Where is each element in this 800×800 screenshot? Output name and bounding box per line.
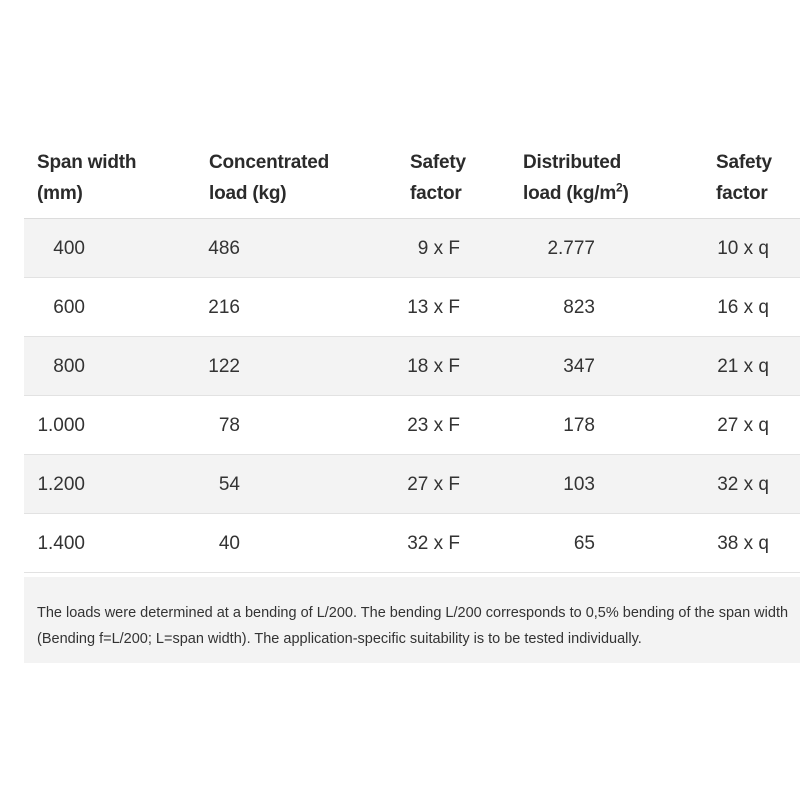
footnote-line-2: (Bending f=L/200; L=span width). The app…	[37, 631, 642, 647]
table-row: 600 216 13 x F 823 16 x q	[24, 278, 800, 337]
cell-concentrated-load: 54	[218, 474, 240, 495]
cell-safety-factor-2: 32 x q	[717, 474, 769, 495]
cell-safety-factor-2: 38 x q	[717, 533, 769, 554]
footnote-line-1: The loads were determined at a bending o…	[37, 605, 789, 621]
header-safety-factor-2: Safety factor	[716, 152, 772, 204]
cell-safety-factor-1: 9 x F	[417, 238, 460, 259]
load-table: Span width (mm) Concentrated load (kg) S…	[24, 128, 800, 573]
cell-span-width: 400	[53, 238, 85, 259]
cell-concentrated-load: 486	[208, 238, 240, 259]
table-row: 1.000 78 23 x F 178 27 x q	[24, 396, 800, 455]
cell-distributed-load: 103	[563, 474, 595, 495]
cell-distributed-load: 65	[573, 533, 595, 554]
cell-span-width: 800	[53, 356, 85, 377]
cell-safety-factor-1: 13 x F	[407, 297, 460, 318]
cell-span-width: 1.200	[37, 474, 85, 495]
cell-concentrated-load: 216	[208, 297, 240, 318]
cell-safety-factor-2: 21 x q	[717, 356, 769, 377]
header-span-width: Span width (mm)	[37, 152, 137, 204]
cell-safety-factor-2: 27 x q	[717, 415, 769, 436]
cell-concentrated-load: 122	[208, 356, 240, 377]
cell-safety-factor-1: 18 x F	[407, 356, 460, 377]
cell-distributed-load: 823	[563, 297, 595, 318]
cell-distributed-load: 178	[563, 415, 595, 436]
cell-concentrated-load: 40	[218, 533, 240, 554]
cell-safety-factor-2: 10 x q	[717, 238, 769, 259]
header-distributed-load: Distributed load (kg/m2)	[523, 152, 629, 204]
cell-span-width: 1.000	[37, 415, 85, 436]
table-row: 1.200 54 27 x F 103 32 x q	[24, 455, 800, 514]
cell-concentrated-load: 78	[218, 415, 240, 436]
cell-safety-factor-1: 23 x F	[407, 415, 460, 436]
table-header: Span width (mm) Concentrated load (kg) S…	[24, 128, 800, 219]
table-row: 1.400 40 32 x F 65 38 x q	[24, 514, 800, 573]
cell-safety-factor-1: 27 x F	[407, 474, 460, 495]
cell-safety-factor-2: 16 x q	[717, 297, 769, 318]
cell-span-width: 600	[53, 297, 85, 318]
table-footnote: The loads were determined at a bending o…	[24, 577, 800, 663]
header-concentrated-load: Concentrated load (kg)	[209, 152, 330, 204]
cell-distributed-load: 347	[563, 356, 595, 377]
header-safety-factor-1: Safety factor	[410, 152, 466, 204]
table-row: 800 122 18 x F 347 21 x q	[24, 337, 800, 396]
cell-safety-factor-1: 32 x F	[407, 533, 460, 554]
cell-span-width: 1.400	[37, 533, 85, 554]
table-row: 400 486 9 x F 2.777 10 x q	[24, 219, 800, 278]
cell-distributed-load: 2.777	[547, 238, 595, 259]
